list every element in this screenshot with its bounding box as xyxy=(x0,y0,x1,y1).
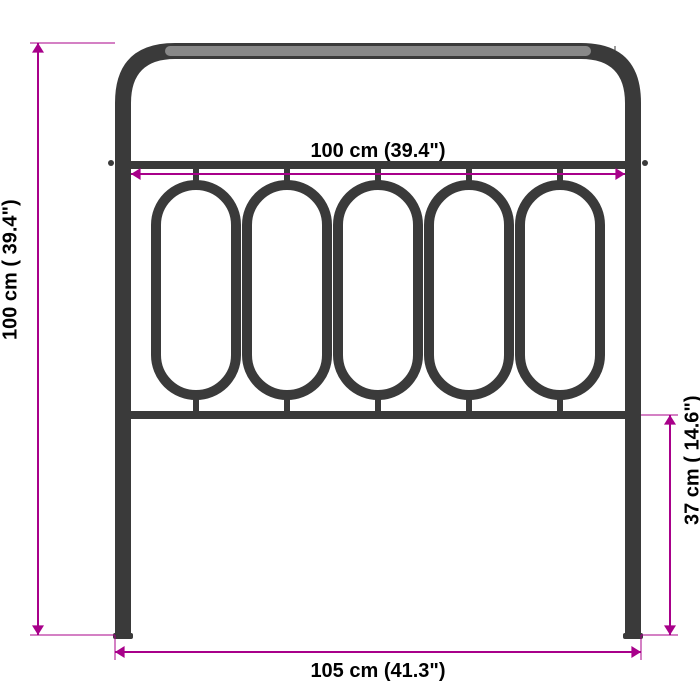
outer-width-label: 105 cm (41.3") xyxy=(310,660,445,683)
inner-width-label: 100 cm (39.4") xyxy=(310,140,445,163)
height-label: 100 cm ( 39.4") xyxy=(0,199,23,340)
clearance-label: 37 cm ( 14.6") xyxy=(682,395,700,525)
diagram-canvas: 100 cm ( 39.4") 100 cm (39.4") 105 cm (4… xyxy=(0,0,700,700)
drawing-svg xyxy=(0,0,700,700)
